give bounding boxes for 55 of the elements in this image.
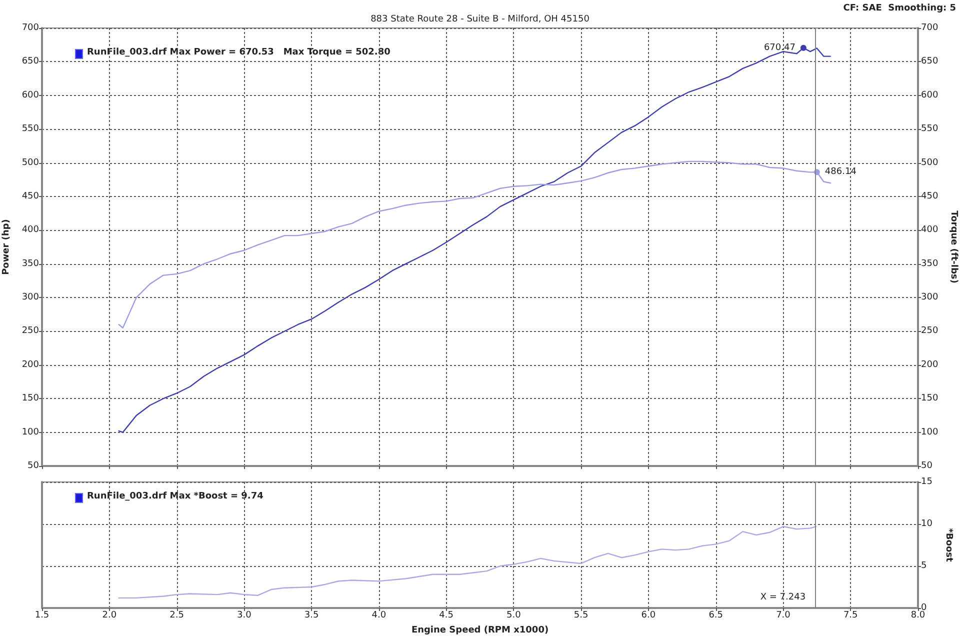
x-tick-label: 6.5 <box>708 610 724 620</box>
y2-tick-label: 200 <box>921 360 938 370</box>
y2-tick-label: 550 <box>921 124 938 134</box>
y2-axis-title: *Boost <box>944 528 954 562</box>
data-label: 670.47 <box>764 42 796 53</box>
x-tick-label: 2.5 <box>170 610 184 620</box>
y-tick-label: 500 <box>22 158 40 168</box>
y-tick-label: 300 <box>22 292 40 303</box>
y2-tick-label: 50 <box>921 461 933 471</box>
y2-tick-label: 150 <box>921 394 938 404</box>
chart-title: 883 State Route 28 - Suite B - Milford, OH 45150 <box>370 14 590 24</box>
y-tick-label: 650 <box>22 56 40 67</box>
y2-axis-title: Torque (ft-lbs) <box>948 210 959 284</box>
y2-tick-label: 450 <box>921 191 938 202</box>
x-tick-label: 2.0 <box>102 610 117 620</box>
y-tick-label: 50 <box>28 461 40 471</box>
y-tick-label: 600 <box>22 90 40 100</box>
y2-tick-label: 500 <box>921 158 938 168</box>
x-tick-label: 4.0 <box>372 610 386 620</box>
x-tick-label: 4.5 <box>439 610 454 620</box>
y-tick-label: 200 <box>22 360 40 370</box>
x-tick-label: 5.0 <box>506 610 522 620</box>
y2-tick-label: 300 <box>921 292 938 303</box>
y2-tick-label: 250 <box>921 326 938 336</box>
y-tick-label: 700 <box>22 23 40 33</box>
y-tick-label: 350 <box>22 258 40 269</box>
x-tick-label: 5.5 <box>574 610 588 620</box>
y-tick-label: 400 <box>22 225 40 236</box>
y2-tick-label: 15 <box>921 477 932 487</box>
y2-tick-label: 100 <box>921 427 938 438</box>
x-axis-title: Engine Speed (RPM x1000) <box>411 626 549 636</box>
x-tick-label: 7.5 <box>843 610 858 620</box>
x-tick-label: 7.0 <box>776 610 791 620</box>
y-tick-label: 550 <box>22 124 40 134</box>
x-tick-label: 1.5 <box>34 610 50 620</box>
y2-tick-label: 10 <box>921 519 933 529</box>
y-tick-label: 250 <box>22 326 40 336</box>
y2-tick-label: 600 <box>921 90 938 100</box>
text: CF: SAE Smoothing: 5 <box>843 4 956 14</box>
y2-tick-label: 400 <box>921 225 938 236</box>
ref-line-label: X = 7.243 <box>760 592 806 602</box>
y-tick-label: 450 <box>22 191 40 202</box>
y-tick-label: 150 <box>22 394 40 404</box>
x-tick-label: 6.0 <box>641 610 656 620</box>
y2-tick-label: 650 <box>921 56 938 67</box>
x-tick-label: 8.0 <box>910 610 926 620</box>
y2-tick-label: 700 <box>921 23 938 33</box>
y-axis-title: Power (hp) <box>1 219 12 275</box>
annotation: RunFile_003.drf Max *Boost = 9.74 <box>87 492 264 502</box>
y2-tick-label: 350 <box>921 258 938 269</box>
y-tick-label: 100 <box>22 427 40 438</box>
x-tick-label: 3.0 <box>236 610 252 620</box>
y2-tick-label: 5 <box>921 561 927 571</box>
x-tick-label: 3.5 <box>304 610 319 620</box>
data-label: 486.14 <box>824 167 857 178</box>
